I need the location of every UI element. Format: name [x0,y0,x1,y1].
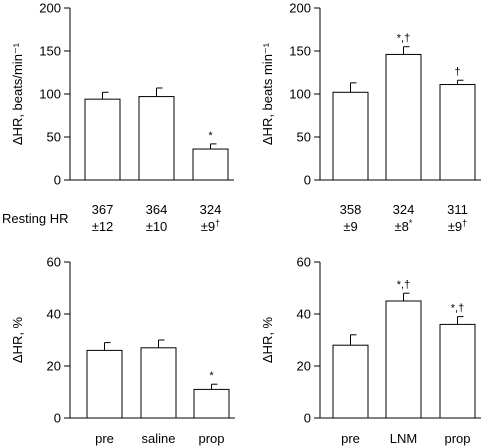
resting-hr-value: 324 [393,202,415,217]
y-tick-label: 50 [297,130,311,145]
bar [332,344,369,419]
y-axis-label: ΔHR, % [260,316,275,363]
y-tick-label: 20 [297,359,311,374]
x-tick-label: prop [198,431,224,446]
bar [439,323,476,419]
resting-hr-sd: ±9† [201,218,220,234]
resting-hr-value: 364 [146,202,168,217]
y-tick-label: 100 [39,87,61,102]
y-axis-label: ΔHR, beats/min⁻¹ [10,42,25,145]
y-tick-label: 0 [54,411,61,426]
resting-hr-sd: ±12 [92,219,114,234]
y-tick-label: 0 [304,411,311,426]
y-tick-label: 150 [39,44,61,59]
bar [140,347,177,419]
significance-label: * [209,370,214,382]
y-axis-label: ΔHR, % [10,316,25,363]
y-tick-label: 60 [297,255,311,270]
significance-label: *,† [397,279,410,291]
bar [138,96,175,181]
y-tick-label: 50 [47,130,61,145]
significance-label: *,† [451,303,464,315]
y-tick-label: 100 [289,87,311,102]
bar [86,349,123,419]
x-tick-label: LNM [390,431,417,446]
y-tick-label: 40 [297,307,311,322]
bar [192,148,229,181]
y-tick-label: 0 [54,173,61,188]
bar [193,388,230,419]
bar [332,91,369,181]
resting-hr-value: 367 [92,202,114,217]
resting-hr-value: 358 [340,202,362,217]
x-tick-label: prop [444,431,470,446]
resting-hr-label: Resting HR [2,211,68,226]
resting-hr-sd: ±9† [448,218,467,234]
resting-hr-mark: * [409,218,413,228]
bar [385,300,422,419]
y-tick-label: 40 [47,307,61,322]
bar [84,98,121,181]
y-axis-label: ΔHR, beats min⁻¹ [260,42,275,145]
y-tick-label: 200 [39,1,61,16]
significance-label: † [454,66,460,78]
resting-hr-sd: ±8* [395,218,413,234]
resting-hr-value: 324 [200,202,222,217]
y-tick-label: 150 [289,44,311,59]
resting-hr-sd: ±10 [146,219,168,234]
x-tick-label: pre [341,431,360,446]
significance-label: * [208,130,213,142]
resting-hr-sd: ±9 [343,219,357,234]
y-tick-label: 0 [304,173,311,188]
x-tick-label: pre [95,431,114,446]
y-tick-label: 60 [47,255,61,270]
x-tick-label: saline [142,431,176,446]
significance-label: *,† [397,33,410,45]
bar [385,53,422,181]
bar [439,84,476,181]
y-tick-label: 200 [289,1,311,16]
resting-hr-mark: † [215,218,220,228]
resting-hr-value: 311 [447,202,468,217]
resting-hr-mark: † [462,218,467,228]
y-tick-label: 20 [47,359,61,374]
